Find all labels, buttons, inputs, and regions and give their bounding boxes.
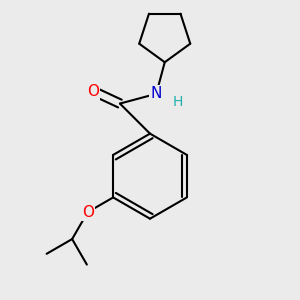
- Text: H: H: [172, 95, 183, 109]
- Text: O: O: [87, 84, 99, 99]
- Text: N: N: [151, 86, 162, 101]
- Text: O: O: [82, 205, 94, 220]
